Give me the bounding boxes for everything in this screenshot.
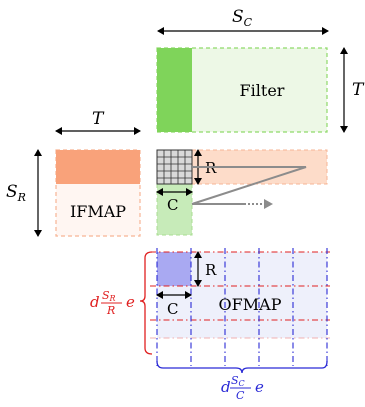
sr-label: SR bbox=[6, 182, 26, 204]
cols-expr: d bbox=[221, 378, 231, 396]
cols-expr-num: SC bbox=[231, 374, 245, 388]
cols-expr-den: C bbox=[236, 389, 245, 402]
traversal-path bbox=[191, 166, 307, 209]
c-window-label: C bbox=[167, 196, 178, 214]
rows-expr-den: R bbox=[106, 304, 115, 317]
sc-dimension: SC bbox=[157, 7, 329, 35]
cols-expr-e: e bbox=[255, 378, 264, 396]
filter-block: Filter bbox=[156, 47, 328, 133]
ifmap-label: IFMAP bbox=[70, 202, 126, 221]
t-left-label: T bbox=[92, 109, 105, 129]
ofmap-tile-highlight bbox=[157, 252, 191, 286]
r-ofmap-dimension: R bbox=[194, 251, 217, 287]
c-window-dimension: C bbox=[156, 188, 193, 214]
cols-brace: d SC C e bbox=[156, 360, 328, 402]
rows-expr: d bbox=[90, 293, 100, 311]
ofmap-label: OFMAP bbox=[219, 295, 282, 314]
c-ofmap-dimension: C bbox=[156, 291, 192, 318]
ifmap-row-highlight bbox=[56, 150, 140, 184]
c-ofmap-label: C bbox=[167, 300, 178, 318]
t-right-label: T bbox=[352, 80, 365, 100]
t-left-dimension: T bbox=[55, 109, 141, 135]
sc-label: SC bbox=[232, 7, 253, 29]
filter-label: Filter bbox=[240, 81, 285, 100]
r-ofmap-label: R bbox=[205, 261, 217, 279]
compute-window-grid bbox=[156, 149, 193, 185]
ifmap-block: IFMAP bbox=[55, 149, 141, 237]
rows-brace: d SR R e bbox=[90, 251, 153, 355]
rows-expr-e: e bbox=[126, 293, 135, 311]
filter-column-highlight bbox=[157, 48, 192, 132]
rows-expr-num: SR bbox=[102, 289, 116, 303]
t-right-dimension: T bbox=[340, 47, 365, 133]
sr-dimension: SR bbox=[6, 149, 42, 237]
